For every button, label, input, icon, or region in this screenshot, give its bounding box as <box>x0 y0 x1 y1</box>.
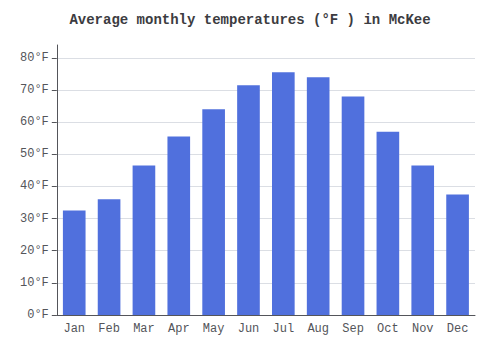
svg-text:30°F: 30°F <box>20 212 49 226</box>
svg-text:Nov: Nov <box>412 322 434 336</box>
svg-text:40°F: 40°F <box>20 179 49 193</box>
svg-text:May: May <box>203 322 225 336</box>
svg-text:Jan: Jan <box>63 322 85 336</box>
svg-text:10°F: 10°F <box>20 276 49 290</box>
svg-text:80°F: 80°F <box>20 51 49 65</box>
svg-text:0°F: 0°F <box>27 308 49 322</box>
svg-text:Oct: Oct <box>377 322 399 336</box>
svg-text:Mar: Mar <box>133 322 155 336</box>
svg-text:Dec: Dec <box>447 322 469 336</box>
svg-text:50°F: 50°F <box>20 147 49 161</box>
svg-text:Apr: Apr <box>168 322 190 336</box>
svg-text:20°F: 20°F <box>20 244 49 258</box>
svg-text:Sep: Sep <box>342 322 364 336</box>
svg-text:Aug: Aug <box>307 322 329 336</box>
svg-text:Average monthly temperatures (: Average monthly temperatures (°F ) in Mc… <box>69 12 430 28</box>
svg-text:Feb: Feb <box>98 322 120 336</box>
svg-text:70°F: 70°F <box>20 83 49 97</box>
svg-text:60°F: 60°F <box>20 115 49 129</box>
svg-text:Jul: Jul <box>273 322 295 336</box>
svg-text:Jun: Jun <box>238 322 260 336</box>
